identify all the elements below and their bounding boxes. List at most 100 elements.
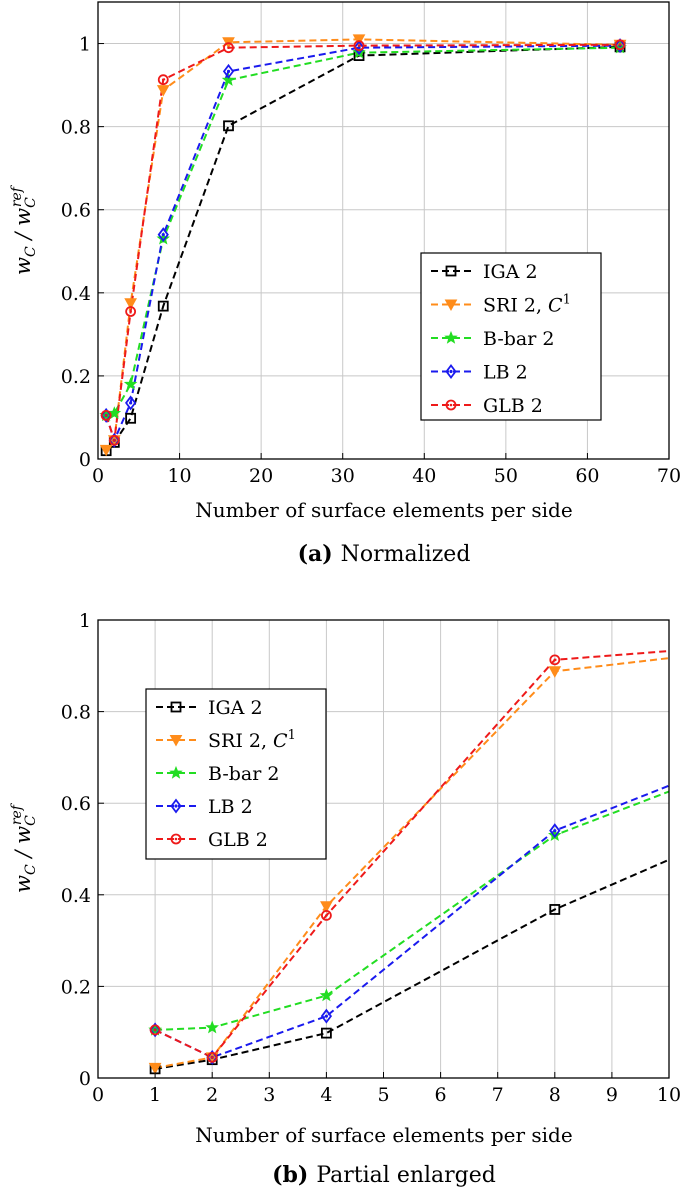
data-point-a-4-3 <box>157 74 169 86</box>
data-point-a-2-2 <box>123 377 138 390</box>
chart-panel-b: 0 1 2 3 4 5 6 7 8 9 10 0 0.2 0.4 0.6 0.8 1 IGA 2 SRI 2, C… <box>9 610 681 1188</box>
x-axis-label-a: Number of surface elements per side <box>195 498 572 522</box>
data-point-a-1-2 <box>124 298 137 310</box>
series-markers-a <box>99 34 627 457</box>
x-tick-label-b-7: 7 <box>492 1084 504 1106</box>
y-tick-label-b-5: 1 <box>79 610 91 632</box>
legend-label-b-3: LB 2 <box>208 796 253 818</box>
x-tick-label-b-5: 5 <box>377 1084 389 1106</box>
data-point-b-4-3 <box>549 654 561 666</box>
data-point-b-3-3 <box>549 823 561 839</box>
data-point-a-0-4 <box>223 120 234 132</box>
data-point-a-4-2 <box>125 306 137 317</box>
legend-box-a <box>420 252 602 421</box>
data-point-b-0-2 <box>320 1027 332 1039</box>
x-tick-label-a-2: 20 <box>249 465 273 487</box>
grid-a <box>98 2 669 459</box>
y-tick-label-a-2: 0.4 <box>61 283 91 305</box>
y-tick-label-a-5: 1 <box>79 34 91 56</box>
legend-label-b-4: GLB 2 <box>208 829 268 851</box>
x-tick-label-b-10: 10 <box>657 1084 681 1106</box>
x-tick-label-b-1: 1 <box>149 1084 161 1106</box>
ticks-b: 0 1 2 3 4 5 6 7 8 9 10 0 0.2 0.4 0.6 0.8 1 <box>61 610 681 1106</box>
data-point-b-3-1 <box>206 1049 218 1065</box>
data-point-a-4-0 <box>100 409 112 421</box>
legend-label-a-4: GLB 2 <box>483 395 543 417</box>
data-point-b-1-3 <box>548 666 562 678</box>
plot-frame-a <box>97 1 670 460</box>
data-point-a-4-1 <box>108 434 120 446</box>
series-markers-b <box>148 654 562 1075</box>
legend-a: IGA 2 SRI 2, C1 B-bar 2 LB 2 GLB 2 <box>420 252 602 421</box>
legend-label-b-0: IGA 2 <box>208 697 263 719</box>
chart-panel-a: 0 10 20 30 40 50 60 70 0 0.2 0.4 0.6 0.8 1 IGA 2 SRI 2… <box>9 1 681 567</box>
data-point-a-0-3 <box>157 300 169 312</box>
y-tick-label-a-0: 0 <box>79 449 91 471</box>
caption-label-a: (a) <box>298 541 333 567</box>
ticks-a: 0 10 20 30 40 50 60 70 0 0.2 0.4 0.6 0.8 1 <box>61 34 681 487</box>
legend-marker-b-2 <box>169 765 183 779</box>
x-tick-label-a-1: 10 <box>167 465 191 487</box>
legend-marker-a-1 <box>444 299 458 312</box>
x-tick-label-b-4: 4 <box>320 1084 332 1106</box>
x-tick-label-b-6: 6 <box>435 1084 447 1106</box>
data-point-b-0-3 <box>549 904 561 915</box>
data-point-a-4-5 <box>353 40 365 52</box>
data-point-b-2-2 <box>319 988 334 1002</box>
y-tick-label-a-4: 0.8 <box>61 117 91 139</box>
data-point-a-0-2 <box>125 412 137 424</box>
legend-marker-b-3 <box>170 798 182 814</box>
series-line-b-0 <box>154 858 669 1070</box>
legend-marker-a-0 <box>445 265 457 277</box>
data-point-b-4-0 <box>149 1024 161 1036</box>
data-point-b-4-1 <box>206 1051 218 1063</box>
x-axis-label-b: Number of surface elements per side <box>195 1123 572 1147</box>
data-point-a-2-5 <box>352 45 366 59</box>
y-axis-label-a: wC / wCref <box>9 184 39 275</box>
y-tick-label-b-4: 0.8 <box>61 702 91 724</box>
legend-label-a-1: SRI 2, C1 <box>483 293 571 317</box>
series-line-b-2 <box>155 790 669 1031</box>
data-point-a-2-4 <box>221 73 236 86</box>
legend-b: IGA 2 SRI 2, C1 B-bar 2 LB 2 GLB 2 <box>145 688 327 860</box>
legend-marker-b-1 <box>169 735 183 747</box>
x-tick-label-b-2: 2 <box>206 1084 218 1106</box>
y-tick-label-b-2: 0.4 <box>61 885 91 907</box>
data-point-a-3-0 <box>100 407 112 423</box>
x-tick-label-b-3: 3 <box>263 1084 275 1106</box>
data-point-b-3-0 <box>149 1022 161 1038</box>
legend-label-a-2: B-bar 2 <box>483 328 554 350</box>
y-tick-label-a-1: 0.2 <box>61 366 91 388</box>
caption-text-b: Partial enlarged <box>316 1163 496 1188</box>
data-point-b-1-2 <box>320 901 333 913</box>
x-tick-label-b-0: 0 <box>92 1084 104 1106</box>
legend-label-b-2: B-bar 2 <box>208 763 279 785</box>
data-point-a-2-1 <box>107 406 122 420</box>
data-point-a-4-4 <box>223 42 234 54</box>
legend-marker-a-2 <box>444 330 458 344</box>
data-point-a-4-6 <box>614 39 626 51</box>
data-point-b-1-0 <box>148 1062 162 1075</box>
x-tick-label-b-9: 9 <box>606 1084 618 1106</box>
legend-marker-a-3 <box>445 364 457 379</box>
data-point-a-3-4 <box>222 63 235 79</box>
x-tick-label-a-5: 50 <box>494 465 518 487</box>
legend-marker-b-4 <box>170 833 182 845</box>
data-point-a-3-1 <box>108 432 120 448</box>
data-point-a-3-6 <box>614 38 626 54</box>
y-tick-label-b-3: 0.6 <box>61 793 91 815</box>
data-point-a-1-5 <box>352 34 366 46</box>
y-tick-label-b-0: 0 <box>79 1068 91 1090</box>
data-point-a-3-2 <box>125 395 137 411</box>
caption-b: (b) Partial enlarged <box>272 1162 496 1188</box>
x-tick-label-b-8: 8 <box>549 1084 561 1106</box>
legend-label-a-3: LB 2 <box>483 362 528 384</box>
y-axis-label-b: wC / wCref <box>9 802 39 893</box>
caption-label-b: (b) <box>272 1162 308 1188</box>
y-tick-label-a-3: 0.6 <box>61 200 91 222</box>
data-point-a-3-5 <box>353 40 365 56</box>
caption-a: (a) Normalized <box>298 541 471 567</box>
data-point-a-1-3 <box>156 85 170 97</box>
data-point-b-4-2 <box>320 910 332 921</box>
